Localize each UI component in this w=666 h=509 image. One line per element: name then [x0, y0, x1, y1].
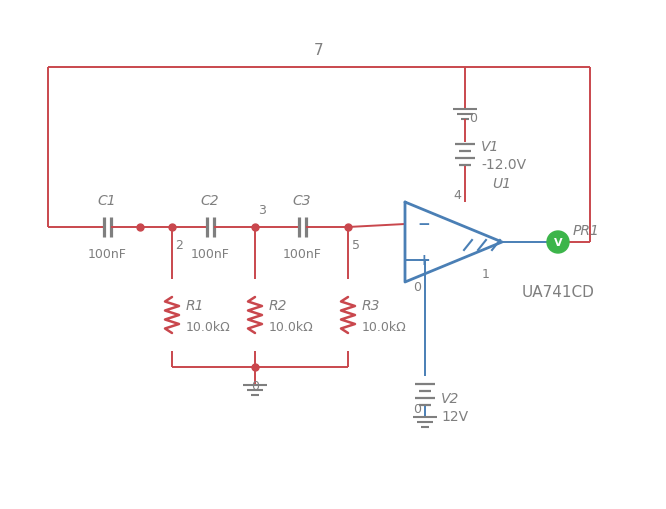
Text: 0: 0 — [251, 379, 259, 392]
Text: −: − — [417, 217, 430, 232]
Text: 7: 7 — [314, 43, 324, 58]
Text: 2: 2 — [175, 239, 183, 251]
Text: 0: 0 — [469, 112, 477, 125]
Text: 4: 4 — [453, 189, 461, 202]
Text: PR1: PR1 — [573, 223, 600, 238]
Circle shape — [547, 232, 569, 253]
Text: R3: R3 — [362, 298, 380, 313]
Text: 10.0kΩ: 10.0kΩ — [362, 321, 407, 334]
Text: R2: R2 — [269, 298, 288, 313]
Text: 0: 0 — [413, 403, 421, 416]
Text: R1: R1 — [186, 298, 204, 313]
Text: C3: C3 — [292, 193, 311, 208]
Text: U1: U1 — [492, 177, 511, 191]
Text: +: + — [417, 253, 430, 268]
Text: 10.0kΩ: 10.0kΩ — [269, 321, 314, 334]
Text: 3: 3 — [258, 204, 266, 216]
Text: 5: 5 — [352, 239, 360, 251]
Text: 10.0kΩ: 10.0kΩ — [186, 321, 230, 334]
Text: 1: 1 — [482, 267, 490, 280]
Text: C2: C2 — [200, 193, 219, 208]
Text: 0: 0 — [413, 280, 421, 293]
Text: V1: V1 — [481, 140, 500, 154]
Text: V2: V2 — [441, 391, 460, 405]
Text: 100nF: 100nF — [87, 247, 127, 261]
Text: 12V: 12V — [441, 409, 468, 423]
Text: V: V — [553, 238, 562, 247]
Text: -12.0V: -12.0V — [481, 158, 526, 172]
Text: 100nF: 100nF — [190, 247, 230, 261]
Text: C1: C1 — [98, 193, 117, 208]
Text: UA741CD: UA741CD — [522, 285, 595, 299]
Text: 100nF: 100nF — [282, 247, 322, 261]
